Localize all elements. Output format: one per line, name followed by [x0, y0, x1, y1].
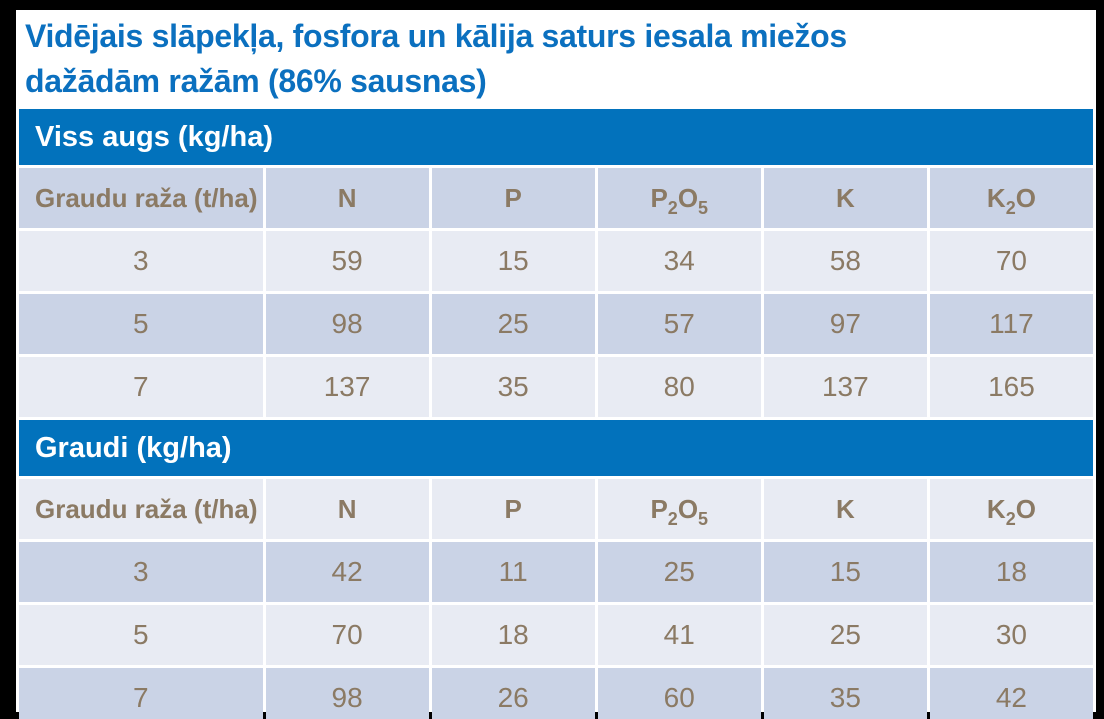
column-header: N	[265, 479, 429, 539]
column-header-text: P	[650, 493, 668, 524]
slide-content: Vidējais slāpekļa, fosfora un kālija sat…	[16, 10, 1096, 719]
column-header: Graudu raža (t/ha)	[19, 479, 263, 539]
table-cell: 5	[19, 605, 263, 665]
column-header: N	[265, 168, 429, 228]
column-header: K	[763, 479, 927, 539]
table-cell: 165	[929, 357, 1093, 417]
table-cell: 18	[431, 605, 595, 665]
table-row: 5 98 25 57 97 117	[19, 294, 1093, 354]
column-header-subscript: 2	[667, 197, 678, 218]
column-header: K2O	[929, 168, 1093, 228]
column-header-text: K	[835, 493, 855, 524]
section-header-row: Viss augs (kg/ha)	[19, 109, 1093, 165]
table-cell: 41	[597, 605, 761, 665]
column-header-text: P	[650, 182, 668, 213]
column-header-row: Graudu raža (t/ha) N P P2O5 K K2O	[19, 479, 1093, 539]
table-cell: 25	[597, 542, 761, 602]
column-header-text: O	[1015, 182, 1036, 213]
table-row: 7 98 26 60 35 42	[19, 668, 1093, 719]
table-row: 5 70 18 41 25 30	[19, 605, 1093, 665]
table-cell: 7	[19, 668, 263, 719]
column-header-text: K	[986, 493, 1006, 524]
column-header-text: O	[677, 182, 699, 213]
table-cell: 25	[763, 605, 927, 665]
page-title-line1: Vidējais slāpekļa, fosfora un kālija sat…	[25, 18, 847, 54]
table-cell: 18	[929, 542, 1093, 602]
table-cell: 15	[431, 231, 595, 291]
column-header-text: N	[337, 182, 357, 213]
table-cell: 60	[597, 668, 761, 719]
column-header-text: K	[986, 182, 1006, 213]
table-cell: 98	[265, 294, 429, 354]
column-header-subscript: 5	[698, 197, 709, 218]
nutrient-table: Viss augs (kg/ha) Graudu raža (t/ha) N P P2O…	[16, 106, 1096, 719]
column-header-subscript: 5	[698, 508, 709, 529]
table-cell: 34	[597, 231, 761, 291]
column-header-subscript: 2	[1005, 197, 1016, 218]
column-header: P	[431, 168, 595, 228]
table-row: 3 42 11 25 15 18	[19, 542, 1093, 602]
column-header: P	[431, 479, 595, 539]
column-header: K2O	[929, 479, 1093, 539]
column-header-text: Graudu raža (t/ha)	[35, 493, 258, 524]
page-title: Vidējais slāpekļa, fosfora un kālija sat…	[16, 10, 1096, 106]
table-cell: 97	[763, 294, 927, 354]
table-cell: 137	[763, 357, 927, 417]
table-cell: 3	[19, 542, 263, 602]
table-cell: 7	[19, 357, 263, 417]
table-cell: 42	[929, 668, 1093, 719]
column-header-text: K	[835, 182, 855, 213]
nutrient-table-body: Viss augs (kg/ha) Graudu raža (t/ha) N P P2O…	[19, 109, 1093, 719]
table-cell: 70	[929, 231, 1093, 291]
table-cell: 137	[265, 357, 429, 417]
table-cell: 5	[19, 294, 263, 354]
table-cell: 3	[19, 231, 263, 291]
table-row: 3 59 15 34 58 70	[19, 231, 1093, 291]
column-header: P2O5	[597, 168, 761, 228]
column-header-subscript: 2	[667, 508, 678, 529]
table-cell: 35	[763, 668, 927, 719]
table-row: 7 137 35 80 137 165	[19, 357, 1093, 417]
table-cell: 70	[265, 605, 429, 665]
table-cell: 59	[265, 231, 429, 291]
table-cell: 25	[431, 294, 595, 354]
column-header-text: Graudu raža (t/ha)	[35, 182, 258, 213]
table-cell: 26	[431, 668, 595, 719]
table-cell: 11	[431, 542, 595, 602]
column-header-text: O	[1015, 493, 1036, 524]
column-header-text: O	[677, 493, 699, 524]
column-header: P2O5	[597, 479, 761, 539]
table-cell: 35	[431, 357, 595, 417]
table-cell: 30	[929, 605, 1093, 665]
page-title-line2: dažādām ražām (86% sausnas)	[25, 63, 487, 99]
table-cell: 98	[265, 668, 429, 719]
column-header-text: N	[337, 493, 357, 524]
column-header: Graudu raža (t/ha)	[19, 168, 263, 228]
section-header-row: Graudi (kg/ha)	[19, 420, 1093, 476]
section-header-2: Graudi (kg/ha)	[19, 420, 1093, 476]
section-header-1: Viss augs (kg/ha)	[19, 109, 1093, 165]
column-header-text: P	[504, 493, 522, 524]
table-cell: 42	[265, 542, 429, 602]
column-header-row: Graudu raža (t/ha) N P P2O5 K K2O	[19, 168, 1093, 228]
column-header-text: P	[504, 182, 522, 213]
table-cell: 117	[929, 294, 1093, 354]
table-cell: 58	[763, 231, 927, 291]
table-cell: 57	[597, 294, 761, 354]
table-cell: 15	[763, 542, 927, 602]
table-cell: 80	[597, 357, 761, 417]
column-header-subscript: 2	[1005, 508, 1016, 529]
column-header: K	[763, 168, 927, 228]
